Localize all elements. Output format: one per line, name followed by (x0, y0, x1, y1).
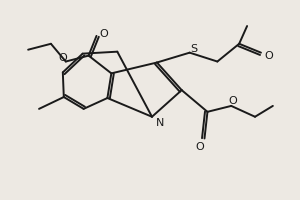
Text: S: S (190, 44, 197, 53)
Text: O: O (195, 142, 204, 152)
Text: N: N (156, 117, 164, 127)
Text: O: O (58, 52, 67, 62)
Text: O: O (229, 96, 238, 105)
Text: O: O (99, 29, 108, 39)
Text: O: O (265, 50, 273, 60)
